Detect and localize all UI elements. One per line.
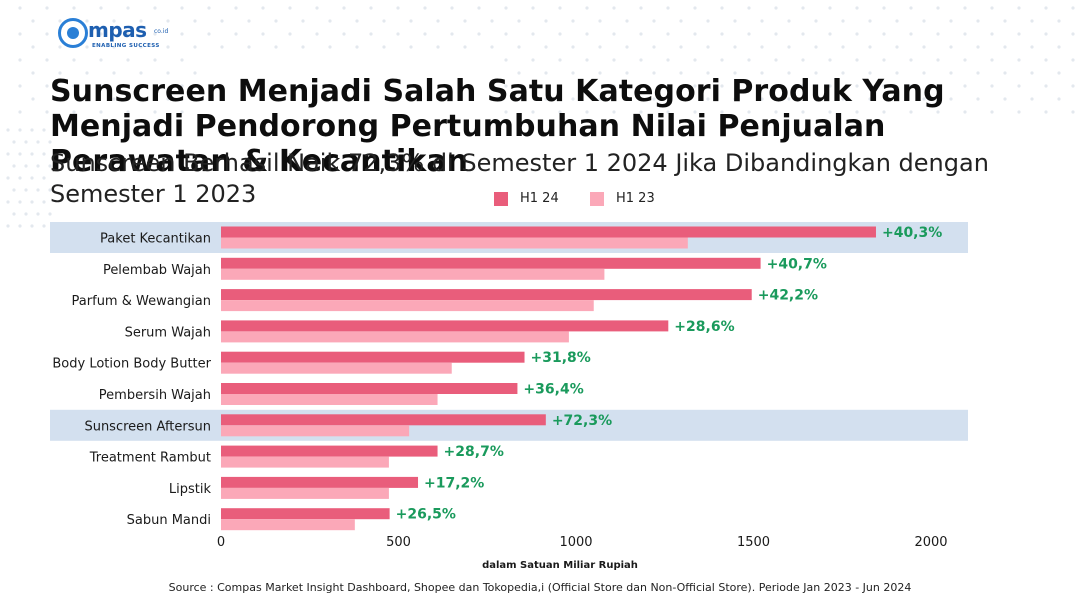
legend-swatch-h124 bbox=[494, 192, 508, 206]
category-label-parfum-wewangian: Parfum & Wewangian bbox=[72, 294, 211, 309]
x-tick-label-0: 0 bbox=[217, 535, 225, 550]
bar-h124-serum-wajah bbox=[221, 320, 669, 332]
category-label-sunscreen-aftersun: Sunscreen Aftersun bbox=[84, 419, 211, 434]
bar-h123-serum-wajah bbox=[221, 331, 569, 343]
logo-tagline: ENABLING SUCCESS bbox=[92, 43, 160, 49]
growth-label-serum-wajah: +28,6% bbox=[674, 319, 734, 335]
logo-wordmark: mpas bbox=[88, 18, 147, 42]
growth-label-paket-kecantikan: +40,3% bbox=[882, 225, 942, 241]
bar-h123-lipstik bbox=[221, 487, 389, 499]
category-label-pembersih-wajah: Pembersih Wajah bbox=[99, 388, 211, 403]
x-tick-label-500: 500 bbox=[386, 535, 411, 550]
legend-label-h124: H1 24 bbox=[520, 191, 559, 206]
category-label-paket-kecantikan: Paket Kecantikan bbox=[100, 232, 211, 247]
x-tick-label-1000: 1000 bbox=[559, 535, 592, 550]
bar-h124-pelembab-wajah bbox=[221, 257, 761, 269]
x-tick-label-2000: 2000 bbox=[914, 535, 947, 550]
bar-h124-body-lotion-body-butter bbox=[221, 351, 525, 363]
bar-h123-pelembab-wajah bbox=[221, 268, 605, 280]
bar-h123-body-lotion-body-butter bbox=[221, 362, 452, 374]
compas-logo: mpas co.id ENABLING SUCCESS bbox=[58, 14, 178, 56]
bar-h123-sabun-mandi bbox=[221, 519, 355, 531]
bar-h123-parfum-wewangian bbox=[221, 300, 594, 312]
legend-swatch-h123 bbox=[590, 192, 604, 206]
category-label-body-lotion-body-butter: Body Lotion Body Butter bbox=[52, 357, 211, 372]
category-label-sabun-mandi: Sabun Mandi bbox=[127, 513, 211, 528]
growth-label-treatment-rambut: +28,7% bbox=[444, 444, 504, 460]
bar-h124-paket-kecantikan bbox=[221, 226, 876, 238]
bar-h124-sabun-mandi bbox=[221, 508, 390, 520]
growth-label-sunscreen-aftersun: +72,3% bbox=[552, 413, 612, 429]
bar-h123-paket-kecantikan bbox=[221, 237, 688, 249]
bar-h124-pembersih-wajah bbox=[221, 383, 518, 394]
bar-h124-lipstik bbox=[221, 476, 419, 488]
category-label-serum-wajah: Serum Wajah bbox=[125, 325, 211, 340]
growth-label-body-lotion-body-butter: +31,8% bbox=[531, 350, 591, 366]
growth-label-lipstik: +17,2% bbox=[424, 475, 484, 491]
logo-domain: co.id bbox=[154, 28, 169, 35]
category-label-lipstik: Lipstik bbox=[169, 482, 212, 497]
page-subtitle: Sunscreen Berhasil Naik 72,3% di Semeste… bbox=[50, 149, 989, 208]
bar-h124-sunscreen-aftersun bbox=[221, 414, 546, 426]
bar-h123-pembersih-wajah bbox=[221, 394, 438, 405]
growth-label-pembersih-wajah: +36,4% bbox=[523, 382, 583, 398]
bar-h124-treatment-rambut bbox=[221, 445, 438, 457]
growth-label-sabun-mandi: +26,5% bbox=[396, 507, 456, 523]
legend-label-h123: H1 23 bbox=[616, 191, 655, 206]
x-tick-label-1500: 1500 bbox=[737, 535, 770, 550]
source-note: Source : Compas Market Insight Dashboard… bbox=[168, 581, 912, 594]
bar-h124-parfum-wewangian bbox=[221, 289, 752, 301]
bar-h123-sunscreen-aftersun bbox=[221, 425, 410, 437]
category-label-pelembab-wajah: Pelembab Wajah bbox=[103, 263, 211, 278]
category-label-treatment-rambut: Treatment Rambut bbox=[89, 451, 211, 466]
growth-label-pelembab-wajah: +40,7% bbox=[767, 256, 827, 272]
x-axis-label: dalam Satuan Miliar Rupiah bbox=[482, 560, 638, 571]
growth-label-parfum-wewangian: +42,2% bbox=[758, 288, 818, 304]
page-title: Sunscreen Menjadi Salah Satu Kategori Pr… bbox=[50, 74, 945, 179]
bar-h123-treatment-rambut bbox=[221, 456, 389, 468]
compas-logo-icon bbox=[58, 18, 88, 48]
